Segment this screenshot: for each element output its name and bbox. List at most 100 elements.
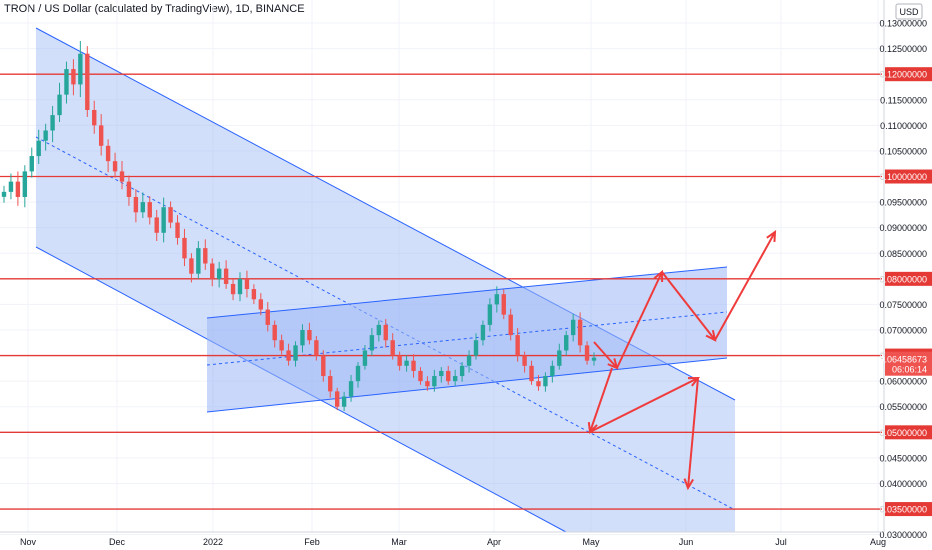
level-label-bg	[885, 271, 932, 286]
x-tick-label: Feb	[304, 537, 320, 547]
candle-body	[390, 340, 395, 356]
x-tick-label: 2022	[203, 537, 223, 547]
candle-body	[369, 335, 375, 351]
candle-body	[473, 340, 479, 356]
candle-body	[43, 130, 48, 141]
y-tick-label: 0.10500000	[879, 146, 927, 156]
horizontal-levels	[0, 73, 882, 510]
arrow-segment	[589, 367, 613, 433]
arrow-head	[587, 421, 598, 435]
x-tick-label: Dec	[109, 537, 126, 547]
candle-body	[92, 110, 97, 126]
candle-body	[133, 196, 139, 213]
candle-body	[362, 350, 368, 366]
x-tick-label: Jun	[679, 537, 694, 547]
candlesticks	[1, 41, 597, 411]
candle-body	[64, 69, 69, 95]
y-tick-label: 0.05500000	[879, 402, 927, 412]
candle-body	[494, 294, 500, 305]
candle-body	[536, 381, 541, 387]
candle-body	[112, 161, 118, 172]
candle-body	[452, 376, 458, 382]
candle-body	[98, 125, 104, 146]
level-label: 0.08000000	[879, 274, 927, 284]
candle-body	[341, 396, 347, 407]
candle-body	[425, 381, 430, 387]
candle-body	[577, 319, 583, 346]
candle-body	[376, 324, 382, 336]
candle-body	[529, 365, 534, 382]
candle-body	[29, 156, 34, 172]
candle-body	[543, 376, 548, 387]
candle-body	[210, 263, 215, 279]
candle-body	[175, 222, 180, 238]
candle-body	[57, 94, 62, 116]
candle-body	[8, 181, 14, 192]
ascending-channel	[207, 267, 727, 412]
candle-body	[279, 340, 284, 351]
projection-arrows	[587, 229, 777, 491]
arrow-head	[653, 269, 664, 283]
candle-body	[334, 391, 340, 407]
candle-body	[182, 237, 187, 259]
candle-body	[418, 370, 423, 382]
candle-body	[446, 370, 451, 382]
level-label: 0.03500000	[879, 505, 927, 515]
y-tick-label: 0.09500000	[879, 198, 927, 208]
candle-body	[591, 357, 597, 361]
candle-body	[522, 355, 527, 366]
candle-body	[36, 140, 41, 157]
candle-body	[411, 360, 416, 371]
candle-body	[216, 268, 222, 279]
candle-body	[432, 376, 437, 387]
candle-body	[251, 289, 257, 300]
currency-label: USD	[899, 7, 919, 17]
candle-body	[244, 278, 250, 290]
candle-body	[15, 181, 21, 197]
level-label: 0.05000000	[879, 428, 927, 438]
candle-body	[515, 335, 520, 356]
candle-body	[258, 299, 264, 310]
level-label-bg	[885, 169, 932, 184]
level-label-bg	[885, 67, 932, 82]
candle-body	[550, 365, 555, 377]
candle-body	[321, 355, 326, 377]
candle-body	[348, 381, 354, 397]
arrow-segment	[714, 231, 776, 341]
level-label: 0.10000000	[879, 172, 927, 182]
descending-channel	[36, 28, 735, 532]
candle-body	[85, 53, 90, 110]
candle-body	[161, 207, 166, 233]
y-tick-label: 0.08500000	[879, 249, 927, 259]
candle-body	[154, 217, 159, 233]
countdown-label: 06:06:14	[892, 365, 927, 375]
ascending-channel-bottom	[206, 357, 728, 413]
arrow-segment	[687, 377, 699, 489]
candle-body	[1, 191, 7, 197]
candle-body	[223, 268, 229, 284]
candle-body	[286, 350, 291, 361]
x-tick-label: Nov	[20, 537, 37, 547]
y-tick-label: 0.07000000	[879, 326, 927, 336]
x-tick-label: May	[582, 537, 600, 547]
candle-body	[480, 324, 486, 341]
y-tick-label: 0.12500000	[879, 44, 927, 54]
candle-body	[293, 345, 298, 361]
candle-body	[307, 330, 312, 341]
arrow-segment	[661, 271, 716, 341]
chart-title: TRON / US Dollar (calculated by TradingV…	[4, 3, 305, 15]
x-tick-label: Mar	[391, 537, 407, 547]
candle-body	[397, 355, 402, 366]
time-axis: Nov Dec 2022 Feb Mar Apr May Jun Jul Aug	[0, 531, 886, 547]
candle-body	[459, 365, 465, 377]
candle-body	[328, 376, 333, 392]
trend-channels	[35, 27, 736, 533]
candle-body	[383, 324, 388, 341]
candle-body	[237, 278, 243, 295]
current-price-label: 0.06458673	[879, 355, 927, 365]
y-tick-label: 0.03000000	[879, 530, 927, 540]
candle-body	[501, 294, 506, 315]
candle-body	[189, 258, 194, 274]
candle-body	[570, 319, 576, 336]
